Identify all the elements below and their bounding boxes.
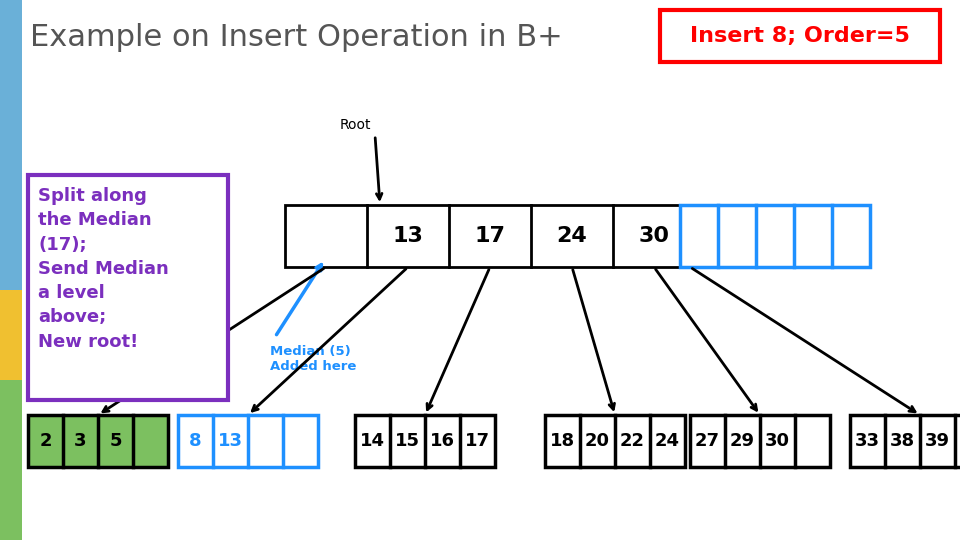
Text: 8: 8	[189, 432, 202, 450]
Bar	[0, 0, 22, 290]
Text: 13: 13	[393, 226, 423, 246]
Text: 30: 30	[765, 432, 790, 450]
Bar	[680, 205, 870, 267]
Text: 24: 24	[655, 432, 680, 450]
Text: 17: 17	[465, 432, 490, 450]
Text: 27: 27	[695, 432, 720, 450]
Text: 18: 18	[550, 432, 575, 450]
Bar	[850, 415, 960, 467]
Text: 30: 30	[638, 226, 669, 246]
Bar	[355, 415, 495, 467]
Text: 20: 20	[585, 432, 610, 450]
Text: 38: 38	[890, 432, 915, 450]
Text: 13: 13	[218, 432, 243, 450]
Bar	[660, 10, 940, 62]
Text: 22: 22	[620, 432, 645, 450]
Bar	[0, 290, 22, 380]
Bar	[285, 205, 695, 267]
Bar	[28, 175, 228, 400]
Text: Root: Root	[339, 118, 371, 132]
Text: 33: 33	[855, 432, 880, 450]
Text: Insert 8; Order=5: Insert 8; Order=5	[690, 26, 910, 46]
Text: 2: 2	[39, 432, 52, 450]
Bar	[28, 415, 168, 467]
Text: 17: 17	[474, 226, 506, 246]
Text: 16: 16	[430, 432, 455, 450]
Text: Median (5)
Added here: Median (5) Added here	[270, 345, 356, 373]
Text: 3: 3	[74, 432, 86, 450]
Text: Example on Insert Operation in B+: Example on Insert Operation in B+	[30, 24, 563, 52]
Bar	[0, 380, 22, 540]
Text: Split along
the Median
(17);
Send Median
a level
above;
New root!: Split along the Median (17); Send Median…	[38, 187, 169, 351]
Text: 14: 14	[360, 432, 385, 450]
Text: 15: 15	[395, 432, 420, 450]
Bar	[178, 415, 318, 467]
Text: 39: 39	[925, 432, 950, 450]
Bar	[545, 415, 685, 467]
Text: 24: 24	[557, 226, 588, 246]
Bar	[690, 415, 830, 467]
Text: 29: 29	[730, 432, 755, 450]
Text: 5: 5	[109, 432, 122, 450]
